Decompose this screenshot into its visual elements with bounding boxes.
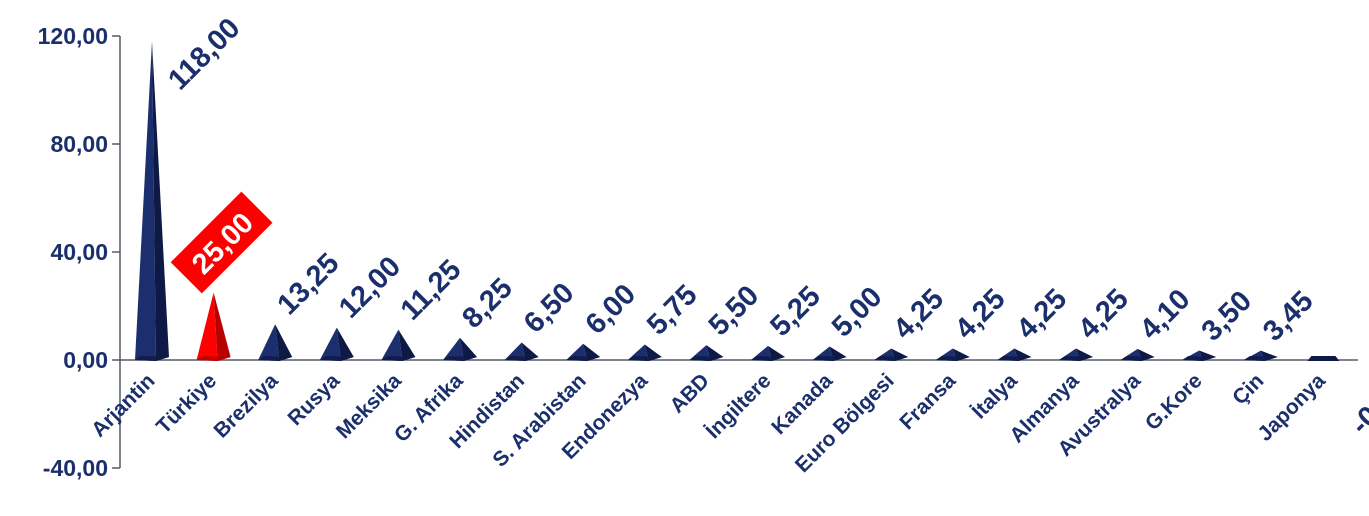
value-label: 8,25 (456, 272, 519, 335)
category-label: Çin (1228, 369, 1268, 409)
bar-base (135, 356, 169, 361)
value-label: 5,75 (641, 279, 704, 342)
bar-base (935, 356, 970, 361)
bar-9 (627, 344, 662, 361)
bar-16 (1059, 348, 1093, 361)
bar-5 (381, 329, 416, 361)
value-label: 4,25 (1072, 283, 1135, 346)
bar-base (812, 356, 847, 361)
bar-base (751, 356, 785, 361)
bar-base (1059, 356, 1093, 361)
bar-19 (1243, 350, 1278, 361)
value-label: 5,00 (826, 281, 889, 344)
bar-17 (1120, 348, 1155, 361)
bar-face-left (258, 324, 280, 361)
bar-12 (812, 346, 847, 361)
category-label: Japonya (1253, 369, 1330, 446)
bar-face-right (152, 41, 169, 362)
bar-face-left (135, 41, 156, 362)
value-label: 11,25 (395, 254, 468, 327)
category-label: Rusya (284, 369, 345, 430)
bar-face-left (443, 337, 464, 361)
bar-8 (566, 343, 601, 361)
category-label: Arjantin (87, 369, 159, 441)
bar-4 (319, 327, 354, 361)
bar-15 (997, 348, 1032, 361)
y-tick-label: 40,00 (50, 239, 108, 265)
bar-face-left (319, 327, 341, 361)
bar-11 (751, 345, 785, 361)
category-label: Fransa (895, 369, 960, 434)
bar-base (997, 356, 1032, 361)
bar-13 (874, 348, 909, 361)
bar-slab (1307, 356, 1340, 361)
bars-group (135, 41, 1340, 362)
bar-face-right (521, 342, 539, 361)
value-label: 4,25 (888, 283, 951, 346)
bar-base (874, 356, 909, 361)
bar-14 (935, 348, 970, 361)
y-axis: -40,00 0,00 40,00 80,00 120,00 (38, 23, 121, 481)
y-tick-label: 0,00 (63, 347, 108, 373)
value-label: 4,25 (1011, 283, 1074, 346)
bar-base (1120, 356, 1155, 361)
category-label: Brezilya (210, 369, 283, 442)
bar-20 (1307, 356, 1340, 361)
bar-face-right (398, 329, 416, 361)
bar-base (381, 356, 416, 361)
value-label: 118,00 (162, 12, 246, 96)
bar-base (504, 356, 539, 361)
bar-face-right (213, 292, 231, 361)
value-label: 3,50 (1196, 285, 1259, 348)
bar-18 (1182, 350, 1217, 361)
value-label: 4,10 (1134, 283, 1197, 346)
bar-face-right (275, 324, 293, 361)
value-label: 5,50 (703, 280, 766, 343)
value-label: 3,45 (1257, 285, 1320, 348)
bar-base (566, 356, 601, 361)
bar-base (258, 356, 293, 361)
bar-face-left (381, 329, 403, 361)
bar-6 (443, 337, 477, 361)
bar-face-left (196, 292, 218, 361)
bar-base (196, 356, 231, 361)
bar-face-right (460, 337, 477, 361)
category-label: İngiltere (702, 369, 776, 443)
bar-3 (258, 324, 293, 361)
value-label: -0,10 (1345, 372, 1369, 441)
value-label: 12,00 (333, 251, 407, 325)
bar-base (1243, 356, 1278, 361)
bar-2 (196, 292, 231, 361)
bar-face-right (336, 327, 354, 361)
bar-base (689, 356, 724, 361)
category-label: ABD (665, 369, 713, 417)
bar-7 (504, 342, 539, 361)
value-label: 6,00 (580, 278, 643, 341)
bar-1 (135, 41, 169, 362)
y-tick-label: 80,00 (50, 131, 108, 157)
value-label: 4,25 (949, 283, 1012, 346)
bar-base (1182, 356, 1217, 361)
value-label: 6,50 (518, 277, 581, 340)
bar-base (627, 356, 662, 361)
value-label: 13,25 (272, 247, 346, 321)
category-label: G.Kore (1141, 369, 1207, 435)
category-label: İtalya (968, 369, 1022, 423)
bar-base (443, 356, 477, 361)
value-label: 5,25 (764, 280, 827, 343)
value-label-highlight: 25,00 (170, 191, 273, 294)
y-tick-label: -40,00 (43, 455, 108, 481)
y-tick-label: 120,00 (38, 23, 108, 49)
bar-10 (689, 345, 724, 361)
bar-base (319, 356, 354, 361)
value-label-box (170, 191, 273, 294)
